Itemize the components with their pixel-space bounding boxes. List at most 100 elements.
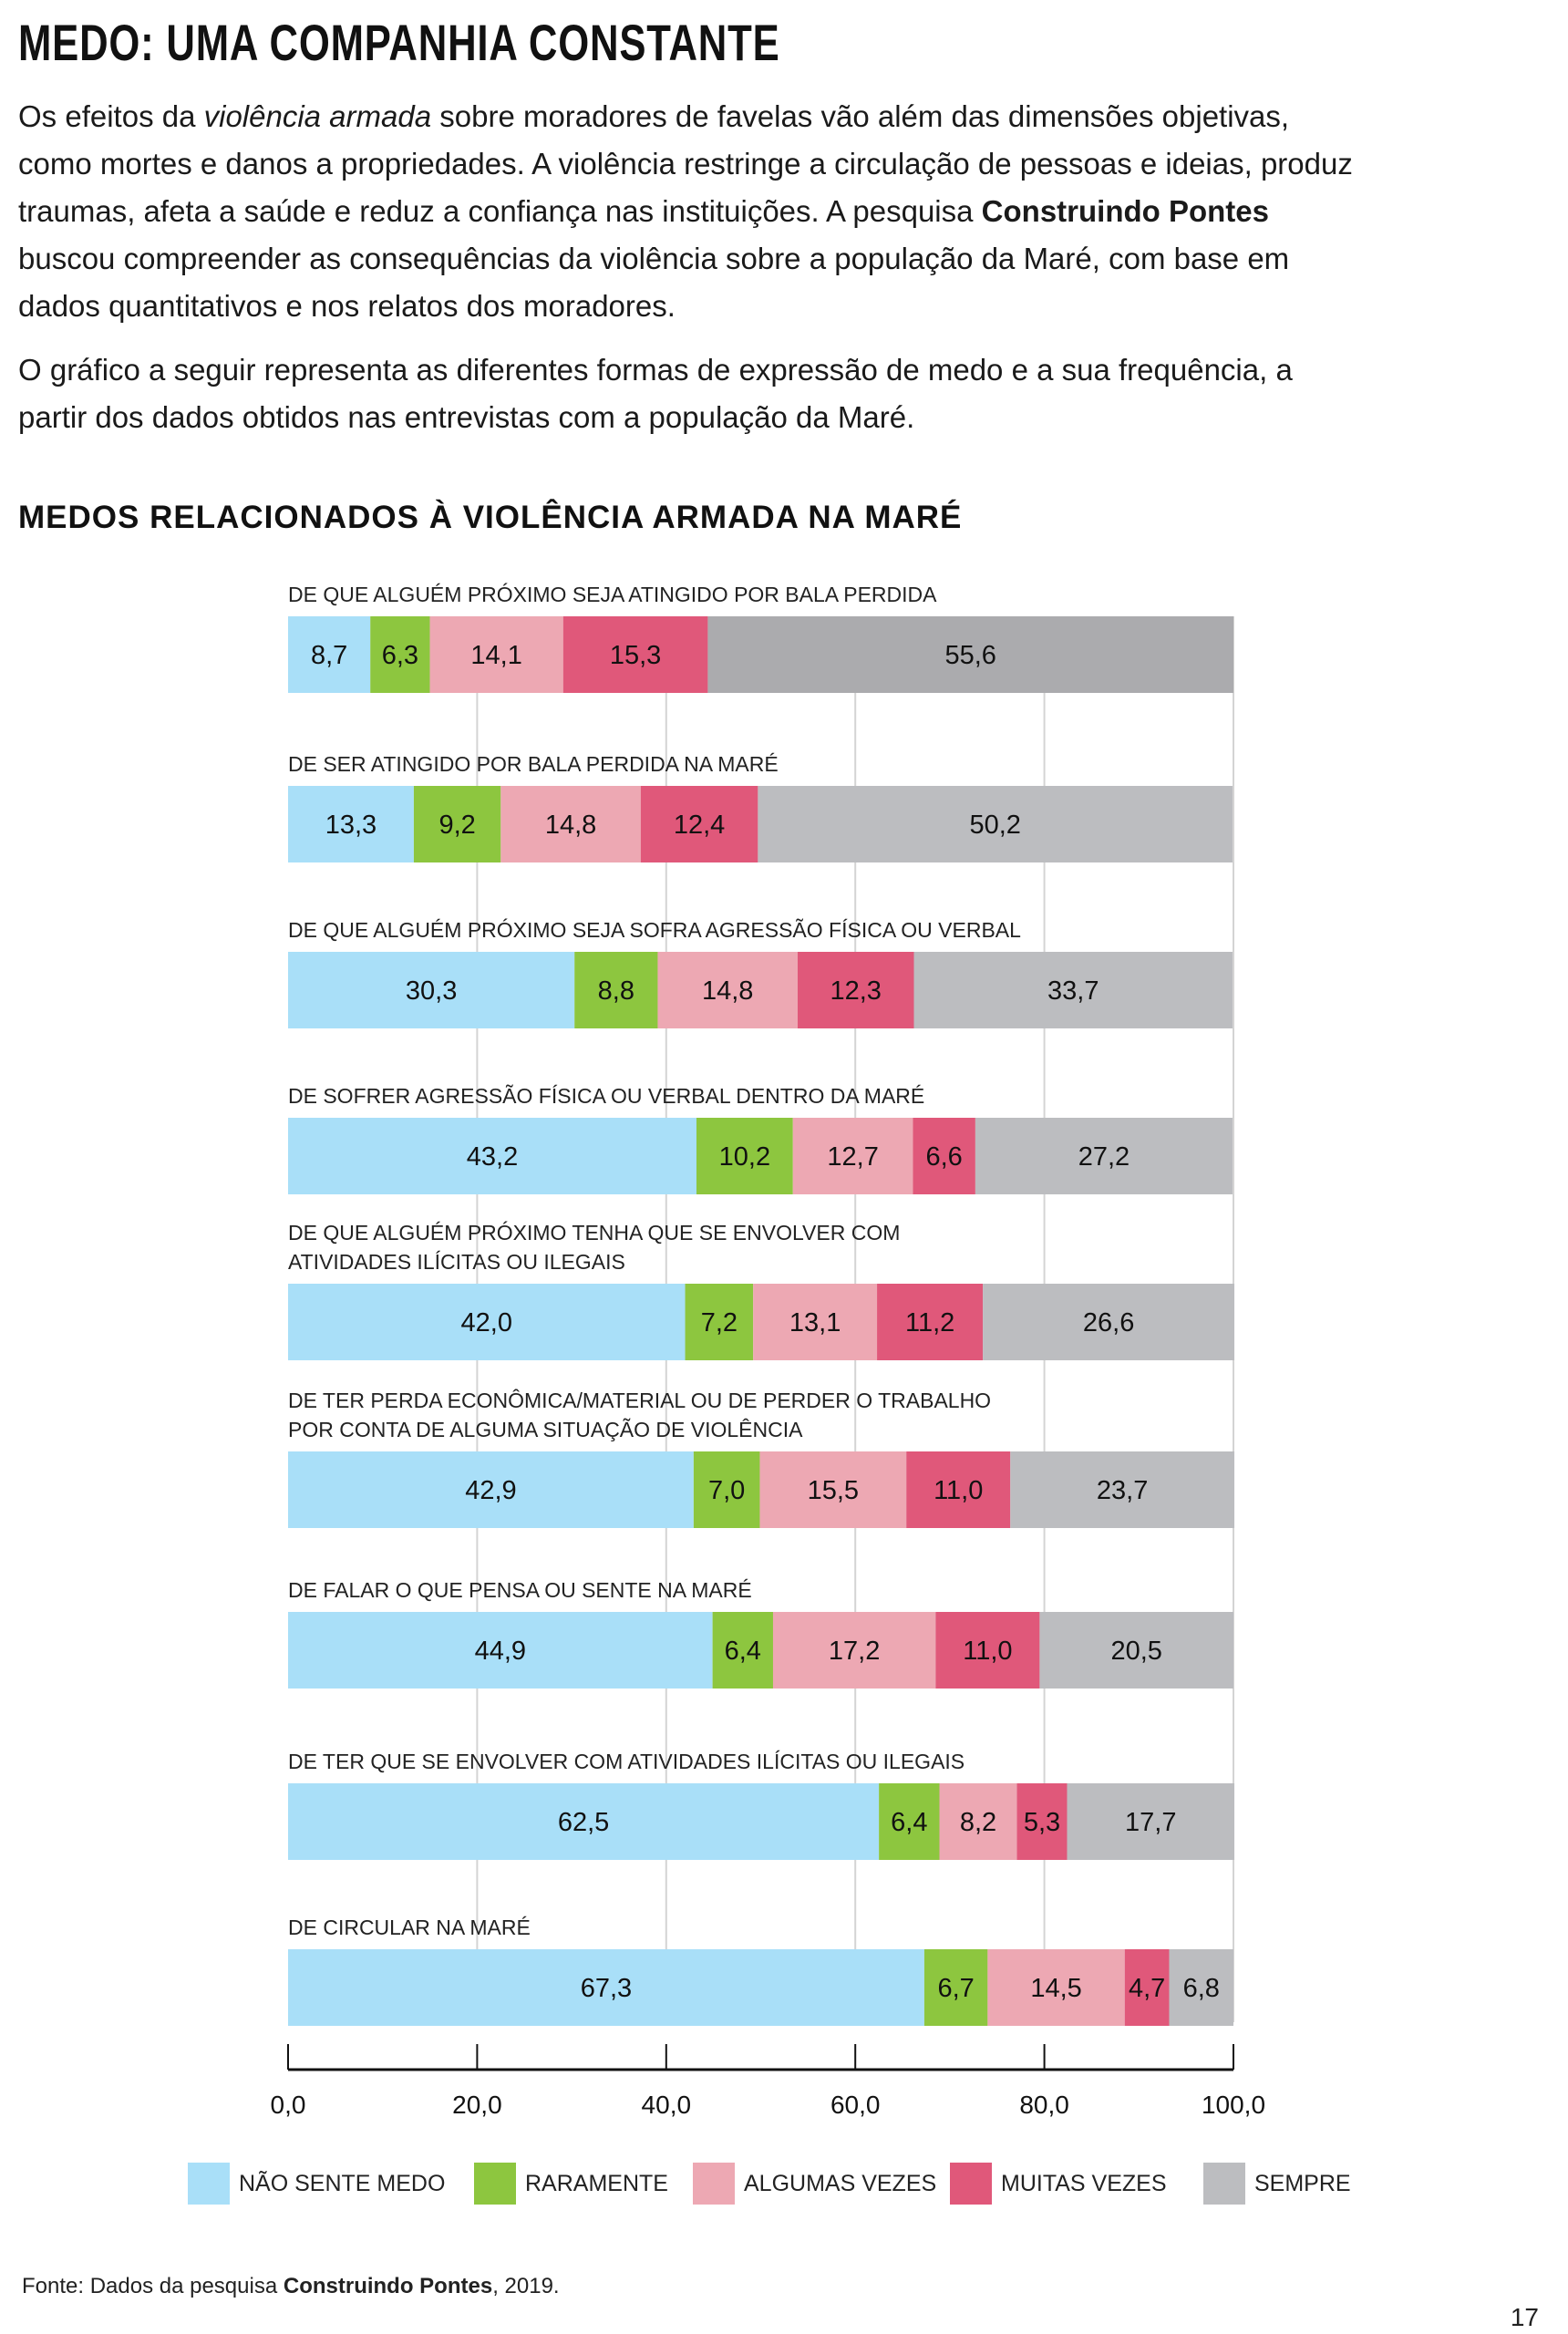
bar-segment — [913, 952, 1233, 1028]
legend-item: ALGUMAS VEZES — [693, 2161, 936, 2206]
x-tick-label: 60,0 — [830, 2091, 881, 2119]
data-label: 8,2 — [960, 1808, 996, 1837]
category-label: DE SER ATINGIDO POR BALA PERDIDA NA MARÉ — [288, 752, 779, 776]
bar-segment — [753, 1284, 878, 1360]
data-label: 43,2 — [467, 1142, 518, 1172]
category-label: DE QUE ALGUÉM PRÓXIMO SEJA SOFRA AGRESSÃ… — [288, 918, 1021, 942]
data-label: 15,5 — [808, 1476, 859, 1505]
data-label: 20,5 — [1110, 1637, 1161, 1666]
bar-segment — [1169, 1949, 1233, 2026]
data-label: 15,3 — [610, 641, 661, 670]
bar-segment — [906, 1451, 1011, 1528]
data-label: 50,2 — [969, 811, 1020, 840]
data-label: 11,0 — [963, 1637, 1012, 1666]
legend-swatch — [188, 2163, 230, 2205]
page-number: 17 — [1510, 2303, 1539, 2331]
data-label: 14,1 — [470, 641, 521, 670]
source-name: Construindo Pontes — [283, 2274, 493, 2298]
category-label: DE SOFRER AGRESSÃO FÍSICA OU VERBAL DENT… — [288, 1084, 925, 1108]
data-label: 11,2 — [905, 1308, 954, 1337]
data-label: 44,9 — [475, 1637, 526, 1666]
bar-segment — [935, 1612, 1040, 1689]
legend-label: MUITAS VEZES — [1001, 2170, 1167, 2196]
source-note: Fonte: Dados da pesquisa Construindo Pon… — [22, 2274, 560, 2299]
bar-segment — [877, 1284, 984, 1360]
data-label: 55,6 — [944, 641, 995, 670]
intro-run: Os efeitos da — [18, 99, 204, 133]
page-title: MEDO: UMA COMPANHIA CONSTANTE — [18, 14, 780, 71]
data-label: 42,0 — [461, 1308, 512, 1337]
intro-run: sobre moradores de favelas vão além das … — [18, 99, 1353, 228]
data-label: 23,7 — [1097, 1476, 1148, 1505]
bar-segment — [413, 786, 501, 862]
category-label: DE TER QUE SE ENVOLVER COM ATIVIDADES IL… — [288, 1750, 965, 1773]
legend-swatch — [693, 2163, 735, 2205]
data-label: 6,7 — [937, 1974, 974, 2003]
data-label: 6,4 — [725, 1637, 761, 1666]
data-label: 12,7 — [827, 1142, 878, 1172]
data-label: 6,8 — [1183, 1974, 1220, 2003]
chart-title: MEDOS RELACIONADOS À VIOLÊNCIA ARMADA NA… — [18, 500, 963, 535]
bar-segment — [288, 1284, 686, 1360]
bar-segment — [657, 952, 798, 1028]
data-label: 4,7 — [1129, 1974, 1165, 2003]
data-label: 27,2 — [1078, 1142, 1130, 1172]
x-tick-label: 80,0 — [1019, 2091, 1069, 2119]
bar-segment — [1124, 1949, 1170, 2026]
bar-segment — [913, 1118, 975, 1194]
source-suffix: , 2019. — [492, 2274, 560, 2298]
bar-segment — [500, 786, 641, 862]
bar-segment — [939, 1783, 1017, 1860]
x-tick-label: 100,0 — [1202, 2091, 1265, 2119]
data-label: 42,9 — [465, 1476, 516, 1505]
category-label: DE QUE ALGUÉM PRÓXIMO SEJA ATINGIDO POR … — [288, 583, 937, 606]
stacked-bar-chart: 8,7 6,3 14,1 15,3 55,6 13,3 9,2 14,8 12,4 50,2 30,… — [271, 616, 1265, 2119]
bar-segment — [792, 1118, 913, 1194]
bar-segment — [772, 1612, 936, 1689]
legend-label: NÃO SENTE MEDO — [239, 2170, 446, 2196]
data-label: 33,7 — [1047, 976, 1099, 1006]
x-tick-label: 20,0 — [452, 2091, 502, 2119]
data-label: 26,6 — [1083, 1308, 1134, 1337]
data-label: 5,3 — [1024, 1808, 1060, 1837]
bar-segment — [370, 616, 430, 693]
bar-segment — [987, 1949, 1125, 2026]
data-label: 13,1 — [789, 1308, 841, 1337]
bar-segment — [288, 1949, 924, 2026]
legend-label: ALGUMAS VEZES — [744, 2170, 937, 2196]
data-label: 10,2 — [719, 1142, 770, 1172]
data-label: 67,3 — [581, 1974, 632, 2003]
source-prefix: Fonte: Dados da pesquisa — [22, 2274, 284, 2298]
bar-segment — [879, 1783, 940, 1860]
intro-paragraph-2: O gráfico a seguir representa as diferen… — [18, 353, 1293, 434]
intro-run: buscou compreender as consequências da v… — [18, 242, 1290, 323]
data-label: 6,4 — [891, 1808, 927, 1837]
bar-segment — [429, 616, 563, 693]
bar-segment — [1010, 1451, 1235, 1528]
legend-item: NÃO SENTE MEDO — [188, 2161, 445, 2206]
data-label: 14,5 — [1030, 1974, 1081, 2003]
legend-item: SEMPRE — [1203, 2161, 1351, 2206]
bar-segment — [975, 1118, 1233, 1194]
data-label: 30,3 — [406, 976, 457, 1006]
intro-paragraph-1: Os efeitos da violência armada sobre mor… — [18, 93, 1367, 330]
bar-segment — [288, 1451, 694, 1528]
bar-segment — [1039, 1612, 1233, 1689]
data-label: 6,3 — [382, 641, 418, 670]
bar-segment — [1067, 1783, 1235, 1860]
bar-segment — [712, 1612, 773, 1689]
data-label: 9,2 — [438, 811, 475, 840]
data-label: 14,8 — [702, 976, 753, 1006]
bar-segment — [923, 1949, 988, 2026]
category-label: DE TER PERDA ECONÔMICA/MATERIAL OU DE PE… — [288, 1389, 992, 1441]
data-label: 7,2 — [701, 1308, 738, 1337]
data-label: 13,3 — [325, 811, 377, 840]
bar-segment — [288, 952, 575, 1028]
bar-segment — [758, 786, 1233, 862]
legend-item: RARAMENTE — [474, 2161, 668, 2206]
bar-segment — [1016, 1783, 1068, 1860]
bar-segment — [288, 616, 371, 693]
legend-swatch — [1203, 2163, 1245, 2205]
data-label: 12,3 — [830, 976, 881, 1006]
bar-segment — [288, 1118, 696, 1194]
